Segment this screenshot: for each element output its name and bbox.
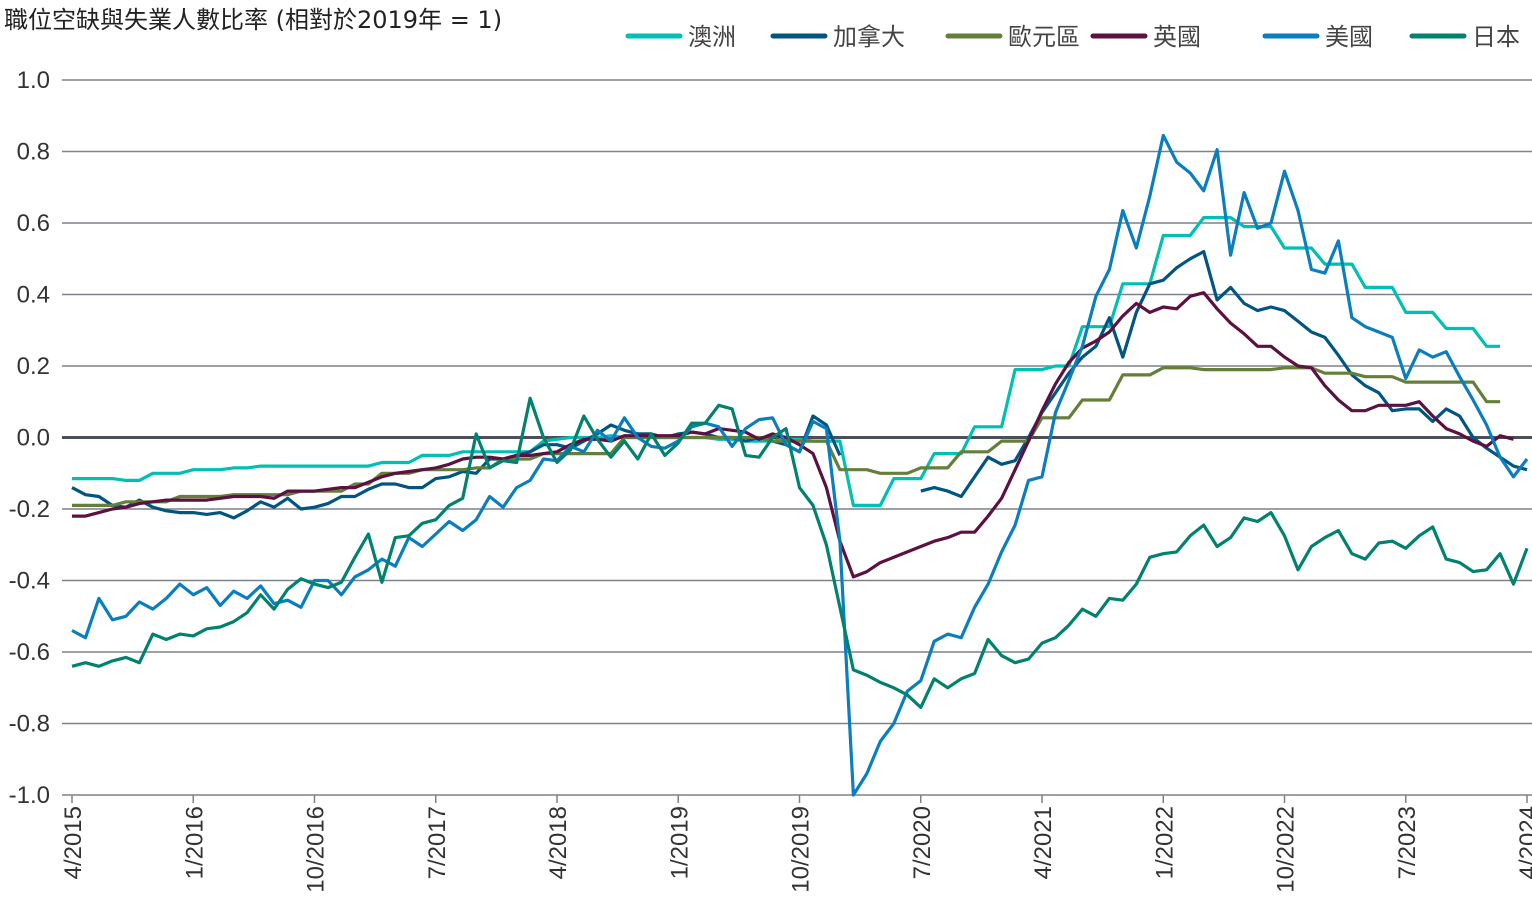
legend-label: 英國 xyxy=(1153,23,1201,51)
legend-item: 美國 xyxy=(1262,23,1373,51)
y-tick-label: -0.2 xyxy=(9,496,50,523)
x-tick-label: 1/2016 xyxy=(181,806,208,879)
x-tick-label: 7/2020 xyxy=(909,806,936,879)
legend-item: 日本 xyxy=(1409,23,1520,51)
legend-item: 加拿大 xyxy=(770,23,905,51)
series-line-4 xyxy=(71,133,1529,797)
x-tick-label: 1/2022 xyxy=(1151,806,1178,879)
x-tick-label: 1/2019 xyxy=(666,806,693,879)
y-tick-label: 0.0 xyxy=(17,425,50,452)
series-line-3 xyxy=(72,291,1514,579)
y-tick-label: 0.6 xyxy=(17,210,50,237)
legend-item: 歐元區 xyxy=(945,23,1080,51)
series-line-1 xyxy=(71,250,1528,520)
y-tick-label: -0.4 xyxy=(9,568,50,595)
x-tick-label: 7/2017 xyxy=(424,806,451,879)
y-tick-label: 1.0 xyxy=(17,67,50,94)
series-line-5 xyxy=(71,396,1529,709)
y-tick-label: 0.8 xyxy=(17,139,50,166)
series-lines xyxy=(71,133,1529,797)
legend-item: 澳洲 xyxy=(625,23,736,51)
legend-label: 美國 xyxy=(1325,23,1373,51)
legend-label: 澳洲 xyxy=(688,23,736,51)
y-tick-label: 0.2 xyxy=(17,353,50,380)
legend-label: 加拿大 xyxy=(833,23,905,51)
x-tick-label: 10/2019 xyxy=(788,806,815,893)
chart-title: 職位空缺與失業人數比率 (相對於2019年 = 1) xyxy=(4,6,502,34)
x-tick-label: 4/2015 xyxy=(60,806,87,879)
x-tick-label: 4/2024 xyxy=(1515,806,1532,879)
y-axis: 1.0 0.8 0.6 0.4 0.2 0.0 -0.2 -0.4 -0.6 -0.8 -1.0 xyxy=(9,67,50,809)
x-tick-label: 10/2016 xyxy=(303,806,330,893)
x-tick-label: 4/2021 xyxy=(1030,806,1057,879)
series-line-0 xyxy=(72,216,1501,507)
y-tick-label: -0.6 xyxy=(9,639,50,666)
x-tick-label: 10/2022 xyxy=(1273,806,1300,893)
legend: 澳洲 加拿大 歐元區 英國 美國 日本 xyxy=(625,23,1520,51)
y-tick-label: 0.4 xyxy=(17,282,50,309)
legend-item: 英國 xyxy=(1090,23,1201,51)
x-tick-label: 4/2018 xyxy=(545,806,572,879)
x-tick-label: 7/2023 xyxy=(1394,806,1421,879)
gridlines xyxy=(62,79,1532,796)
x-axis: 4/2015 1/2016 10/2016 7/2017 4/2018 1/2019 10/… xyxy=(60,795,1532,893)
y-tick-label: -1.0 xyxy=(9,782,50,809)
y-tick-label: -0.8 xyxy=(9,711,50,738)
legend-label: 歐元區 xyxy=(1008,23,1080,51)
legend-label: 日本 xyxy=(1472,23,1520,51)
